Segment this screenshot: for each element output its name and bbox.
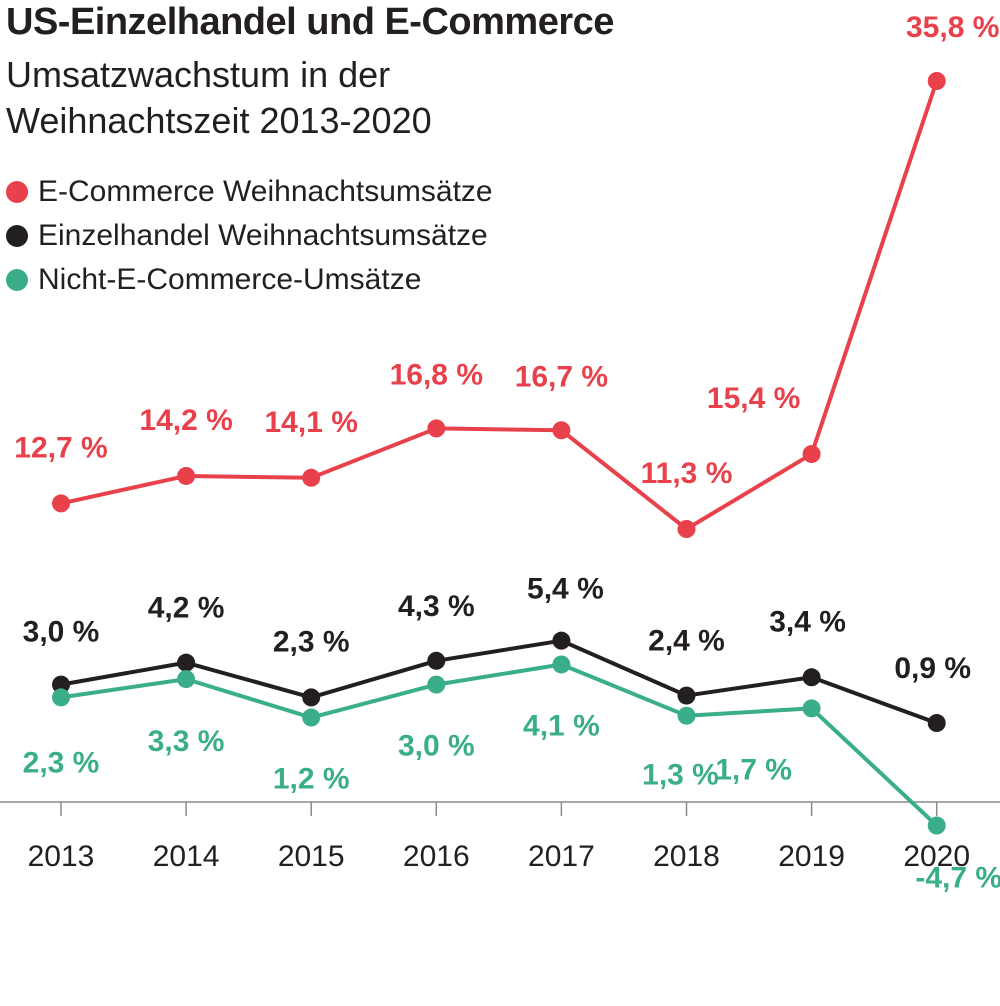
- data-label: 14,2 %: [139, 404, 232, 437]
- data-label: 1,7 %: [715, 753, 792, 786]
- data-point: [177, 670, 196, 689]
- legend-item-retail: Einzelhandel Weihnachtsumsätze: [6, 214, 493, 258]
- data-label: 4,2 %: [148, 592, 225, 625]
- data-label: 4,1 %: [523, 709, 600, 742]
- legend-label: E-Commerce Weihnachtsumsätze: [38, 175, 493, 208]
- legend-dot-icon: [6, 269, 28, 291]
- data-point: [677, 520, 696, 538]
- data-label: 2,3 %: [273, 625, 350, 658]
- data-label: 2,3 %: [23, 746, 100, 779]
- series-line: [60, 80, 939, 531]
- data-point: [52, 688, 70, 707]
- x-tick-label: 2013: [28, 840, 95, 873]
- data-point: [52, 494, 70, 513]
- data-label: 1,3 %: [642, 759, 719, 792]
- data-point: [52, 675, 70, 694]
- data-label: 15,4 %: [707, 382, 800, 415]
- data-point: [302, 688, 321, 707]
- data-point: [552, 421, 571, 440]
- data-label: 14,1 %: [264, 406, 357, 439]
- legend-item-ecommerce: E-Commerce Weihnachtsumsätze: [6, 170, 493, 214]
- series-line: [60, 638, 938, 725]
- data-label: 1,2 %: [273, 763, 350, 796]
- data-label: -4,7 %: [915, 862, 1000, 895]
- legend: E-Commerce Weihnachtsumsätze Einzelhande…: [6, 170, 493, 302]
- x-tick-label: 2020: [903, 840, 970, 873]
- data-label: 12,7 %: [14, 431, 107, 464]
- data-label: 4,3 %: [398, 590, 475, 623]
- data-point: [302, 708, 321, 727]
- legend-dot-icon: [6, 181, 28, 203]
- data-label: 16,7 %: [515, 360, 608, 393]
- data-label: 3,3 %: [148, 725, 225, 758]
- legend-item-non-ecommerce: Nicht-E-Commerce-Umsätze: [6, 258, 493, 302]
- data-label: 2,4 %: [648, 625, 725, 658]
- legend-label: Einzelhandel Weihnachtsumsätze: [38, 219, 488, 252]
- data-label: 3,4 %: [769, 605, 846, 638]
- chart-title: US-Einzelhandel und E-Commerce: [6, 1, 614, 43]
- data-point: [427, 675, 446, 694]
- data-point: [802, 699, 821, 718]
- data-label: 0,9 %: [894, 652, 971, 685]
- data-point: [802, 668, 821, 687]
- data-point: [927, 816, 946, 835]
- x-tick-label: 2018: [653, 840, 720, 873]
- x-tick-label: 2015: [278, 840, 345, 873]
- data-label: 3,0 %: [23, 616, 100, 649]
- series-lines: [60, 80, 939, 827]
- data-point: [177, 653, 196, 672]
- x-tick-label: 2014: [153, 840, 220, 873]
- data-point: [427, 419, 446, 438]
- data-point: [677, 706, 696, 725]
- chart-subtitle: Umsatzwachstum in der Weihnachtszeit 201…: [6, 54, 432, 141]
- data-point: [927, 714, 946, 733]
- x-tick-label: 2019: [778, 840, 845, 873]
- data-point: [802, 445, 821, 464]
- data-point: [552, 655, 571, 674]
- data-point: [552, 631, 571, 650]
- data-labels: 12,7 % 14,2 % 14,1 % 16,8 % 16,7 % 11,3 % 15,4…: [14, 11, 1000, 895]
- legend-dot-icon: [6, 225, 28, 247]
- series-points: [52, 72, 946, 835]
- data-point: [302, 468, 321, 487]
- data-label: 5,4 %: [527, 573, 604, 606]
- data-point: [677, 686, 696, 705]
- data-point: [927, 72, 946, 90]
- data-point: [177, 466, 196, 485]
- x-axis-ticks: 2013 2014 2015 2016 2017 2018 2019 2020: [28, 802, 970, 873]
- x-tick-label: 2016: [403, 840, 470, 873]
- series-line: [60, 662, 939, 827]
- data-label: 16,8 %: [390, 358, 483, 391]
- data-label: 3,0 %: [398, 730, 475, 763]
- data-label: 35,8 %: [906, 11, 999, 44]
- data-label: 11,3 %: [641, 457, 733, 490]
- legend-label: Nicht-E-Commerce-Umsätze: [38, 263, 422, 296]
- x-tick-label: 2017: [528, 840, 595, 873]
- data-point: [427, 651, 446, 670]
